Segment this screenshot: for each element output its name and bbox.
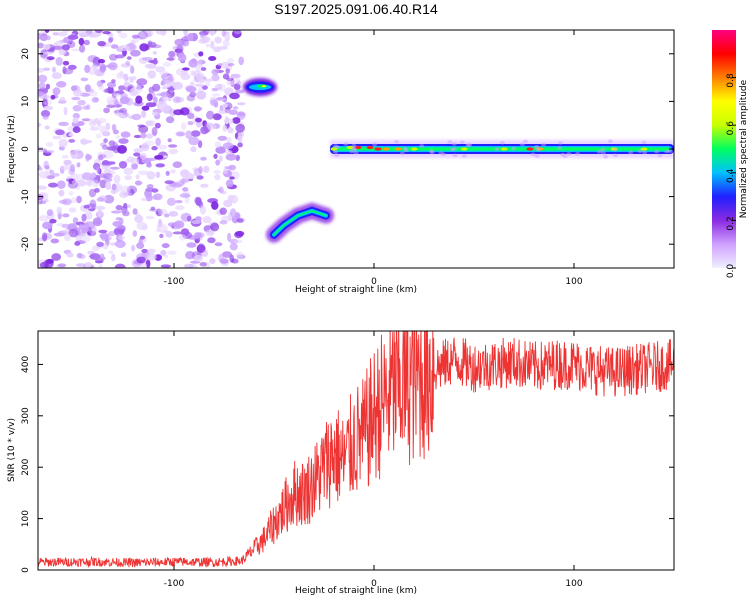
spectrogram-x-axis-label: Height of straight line (km)	[295, 285, 417, 295]
spectrogram-y-tick-label: -20	[21, 237, 31, 252]
snr-series-line	[38, 331, 674, 569]
spectrogram-y-tick-label: 0	[21, 146, 31, 152]
colorbar-gradient	[712, 30, 736, 268]
figure-title: S197.2025.091.06.40.R14	[274, 1, 438, 17]
snr-y-tick-label: 300	[21, 407, 31, 424]
colorbar-label: Normalized spectral amplitude	[739, 79, 749, 218]
colorbar-tick-label: 0.0	[726, 264, 736, 279]
spectrogram-x-ticks: -100 0 100	[164, 30, 583, 287]
heatmap-lower-arc	[266, 202, 334, 243]
colorbar-tick-label: 0.4	[726, 168, 736, 183]
snr-x-axis-label: Height of straight line (km)	[295, 586, 417, 596]
colorbar-tick-label: 0.2	[726, 216, 736, 230]
spectrogram-x-tick-label: -100	[164, 277, 185, 287]
spectrogram-y-ticks: -20 -10 0 10 20	[21, 48, 674, 252]
heatmap-upper-blob	[243, 78, 277, 97]
spectrogram-y-tick-label: 10	[21, 95, 31, 107]
snr-x-tick-label: 100	[565, 579, 582, 589]
spectrogram-x-tick-label: 100	[565, 277, 582, 287]
spectrogram-y-tick-label: 20	[21, 48, 31, 60]
snr-x-tick-label: 0	[371, 579, 377, 589]
snr-y-ticks: 0 100 200 300 400	[21, 356, 674, 573]
heatmap-noise-region	[38, 30, 246, 268]
colorbar-tick-label: 0.6	[726, 121, 736, 136]
snr-panel: -100 0 100 0 100 200 300 400 Height of straigh…	[7, 330, 675, 596]
snr-y-tick-label: 200	[21, 458, 31, 475]
colorbar-ticks: 0.0 0.2 0.4 0.6 0.8	[726, 73, 736, 278]
snr-frame	[37, 330, 675, 571]
spectrogram-y-axis-label: Frequency (Hz)	[7, 115, 17, 183]
snr-x-tick-label: -100	[164, 579, 185, 589]
colorbar-tick-label: 0.8	[726, 73, 736, 88]
spectrogram-x-tick-label: 0	[371, 277, 377, 287]
snr-y-tick-label: 0	[21, 567, 31, 573]
spectrogram-y-tick-label: -10	[21, 189, 31, 204]
snr-x-ticks: -100 0 100	[164, 331, 583, 589]
colorbar: 0.0 0.2 0.4 0.6 0.8 Normalized spectral ampl…	[712, 30, 749, 278]
heatmap-carrier-band	[330, 139, 674, 159]
snr-y-tick-label: 400	[21, 356, 31, 373]
spectrogram-heatmap	[38, 30, 674, 268]
snr-y-tick-label: 100	[21, 510, 31, 527]
snr-y-axis-label: SNR (10 * v/v)	[7, 418, 17, 482]
